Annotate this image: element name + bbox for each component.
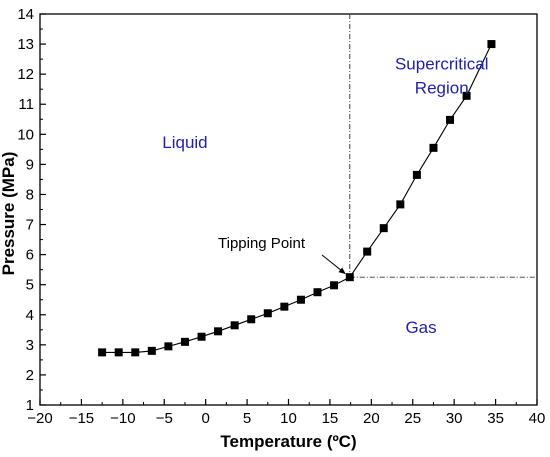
y-axis-title: Pressure (MPa) [0, 152, 18, 276]
data-point-marker [280, 302, 289, 311]
y-tick-label: 5 [26, 277, 34, 294]
x-tick-label: 0 [201, 410, 209, 427]
x-tick-label: 5 [243, 410, 251, 427]
y-tick-label: 3 [26, 337, 34, 354]
data-point-marker [363, 247, 372, 256]
region-labels: Liquid Supercritical Region Gas [162, 55, 488, 337]
x-tick-label: 35 [487, 410, 504, 427]
data-point-marker [379, 224, 388, 233]
y-tick-label: 6 [26, 247, 34, 264]
data-point-marker [197, 332, 206, 341]
data-point-marker [487, 40, 496, 49]
data-point-marker [247, 315, 256, 324]
x-tick-label: −20 [27, 410, 52, 427]
data-point-marker [230, 321, 239, 330]
tick-labels: −20 −15 −10 −5 0 5 10 15 20 25 30 35 401234567891011… [17, 6, 545, 427]
data-point-marker [147, 346, 156, 355]
data-point-marker [446, 115, 455, 124]
data-point-marker [131, 348, 140, 357]
x-tick-label: 20 [363, 410, 380, 427]
data-point-marker [263, 309, 272, 318]
data-point-marker [345, 273, 354, 282]
x-tick-label: −10 [110, 410, 135, 427]
x-axis-title: Temperature (ºC) [220, 432, 356, 451]
y-tick-label: 9 [26, 156, 34, 173]
data-point-marker [164, 342, 173, 351]
data-point-marker [429, 143, 438, 152]
region-label: Liquid [162, 133, 207, 152]
tipping-point-label: Tipping Point [218, 235, 306, 252]
y-tick-label: 8 [26, 186, 34, 203]
y-tick-label: 12 [17, 66, 34, 83]
x-tick-label: 10 [280, 410, 297, 427]
y-tick-label: 1 [26, 397, 34, 414]
region-label: Supercritical [395, 55, 489, 74]
x-tick-label: −5 [156, 410, 173, 427]
y-tick-label: 11 [18, 96, 34, 113]
data-series [98, 40, 496, 357]
data-point-marker [214, 327, 223, 336]
y-tick-label: 10 [17, 126, 34, 143]
data-point-marker [330, 281, 339, 290]
region-label: Region [415, 79, 469, 98]
data-point-marker [114, 348, 123, 357]
y-tick-label: 7 [26, 217, 34, 234]
x-tick-label: −15 [69, 410, 94, 427]
data-point-marker [180, 337, 189, 346]
x-tick-label: 30 [446, 410, 463, 427]
data-point-marker [313, 288, 322, 297]
x-tick-label: 25 [404, 410, 421, 427]
y-tick-label: 13 [17, 36, 34, 53]
reference-lines [349, 14, 537, 278]
region-label: Gas [405, 318, 436, 337]
axis-ticks [39, 13, 538, 406]
x-tick-label: 15 [322, 410, 339, 427]
annotation: Tipping Point [218, 235, 346, 275]
y-tick-label: 2 [26, 367, 34, 384]
x-tick-label: 40 [529, 410, 546, 427]
y-tick-label: 14 [17, 6, 34, 23]
data-point-marker [462, 91, 471, 100]
data-point-marker [396, 200, 405, 209]
data-point-marker [296, 295, 305, 304]
tipping-point-arrowhead [338, 267, 346, 275]
data-point-marker [98, 348, 107, 357]
y-tick-label: 4 [26, 307, 34, 324]
data-point-marker [412, 170, 421, 179]
